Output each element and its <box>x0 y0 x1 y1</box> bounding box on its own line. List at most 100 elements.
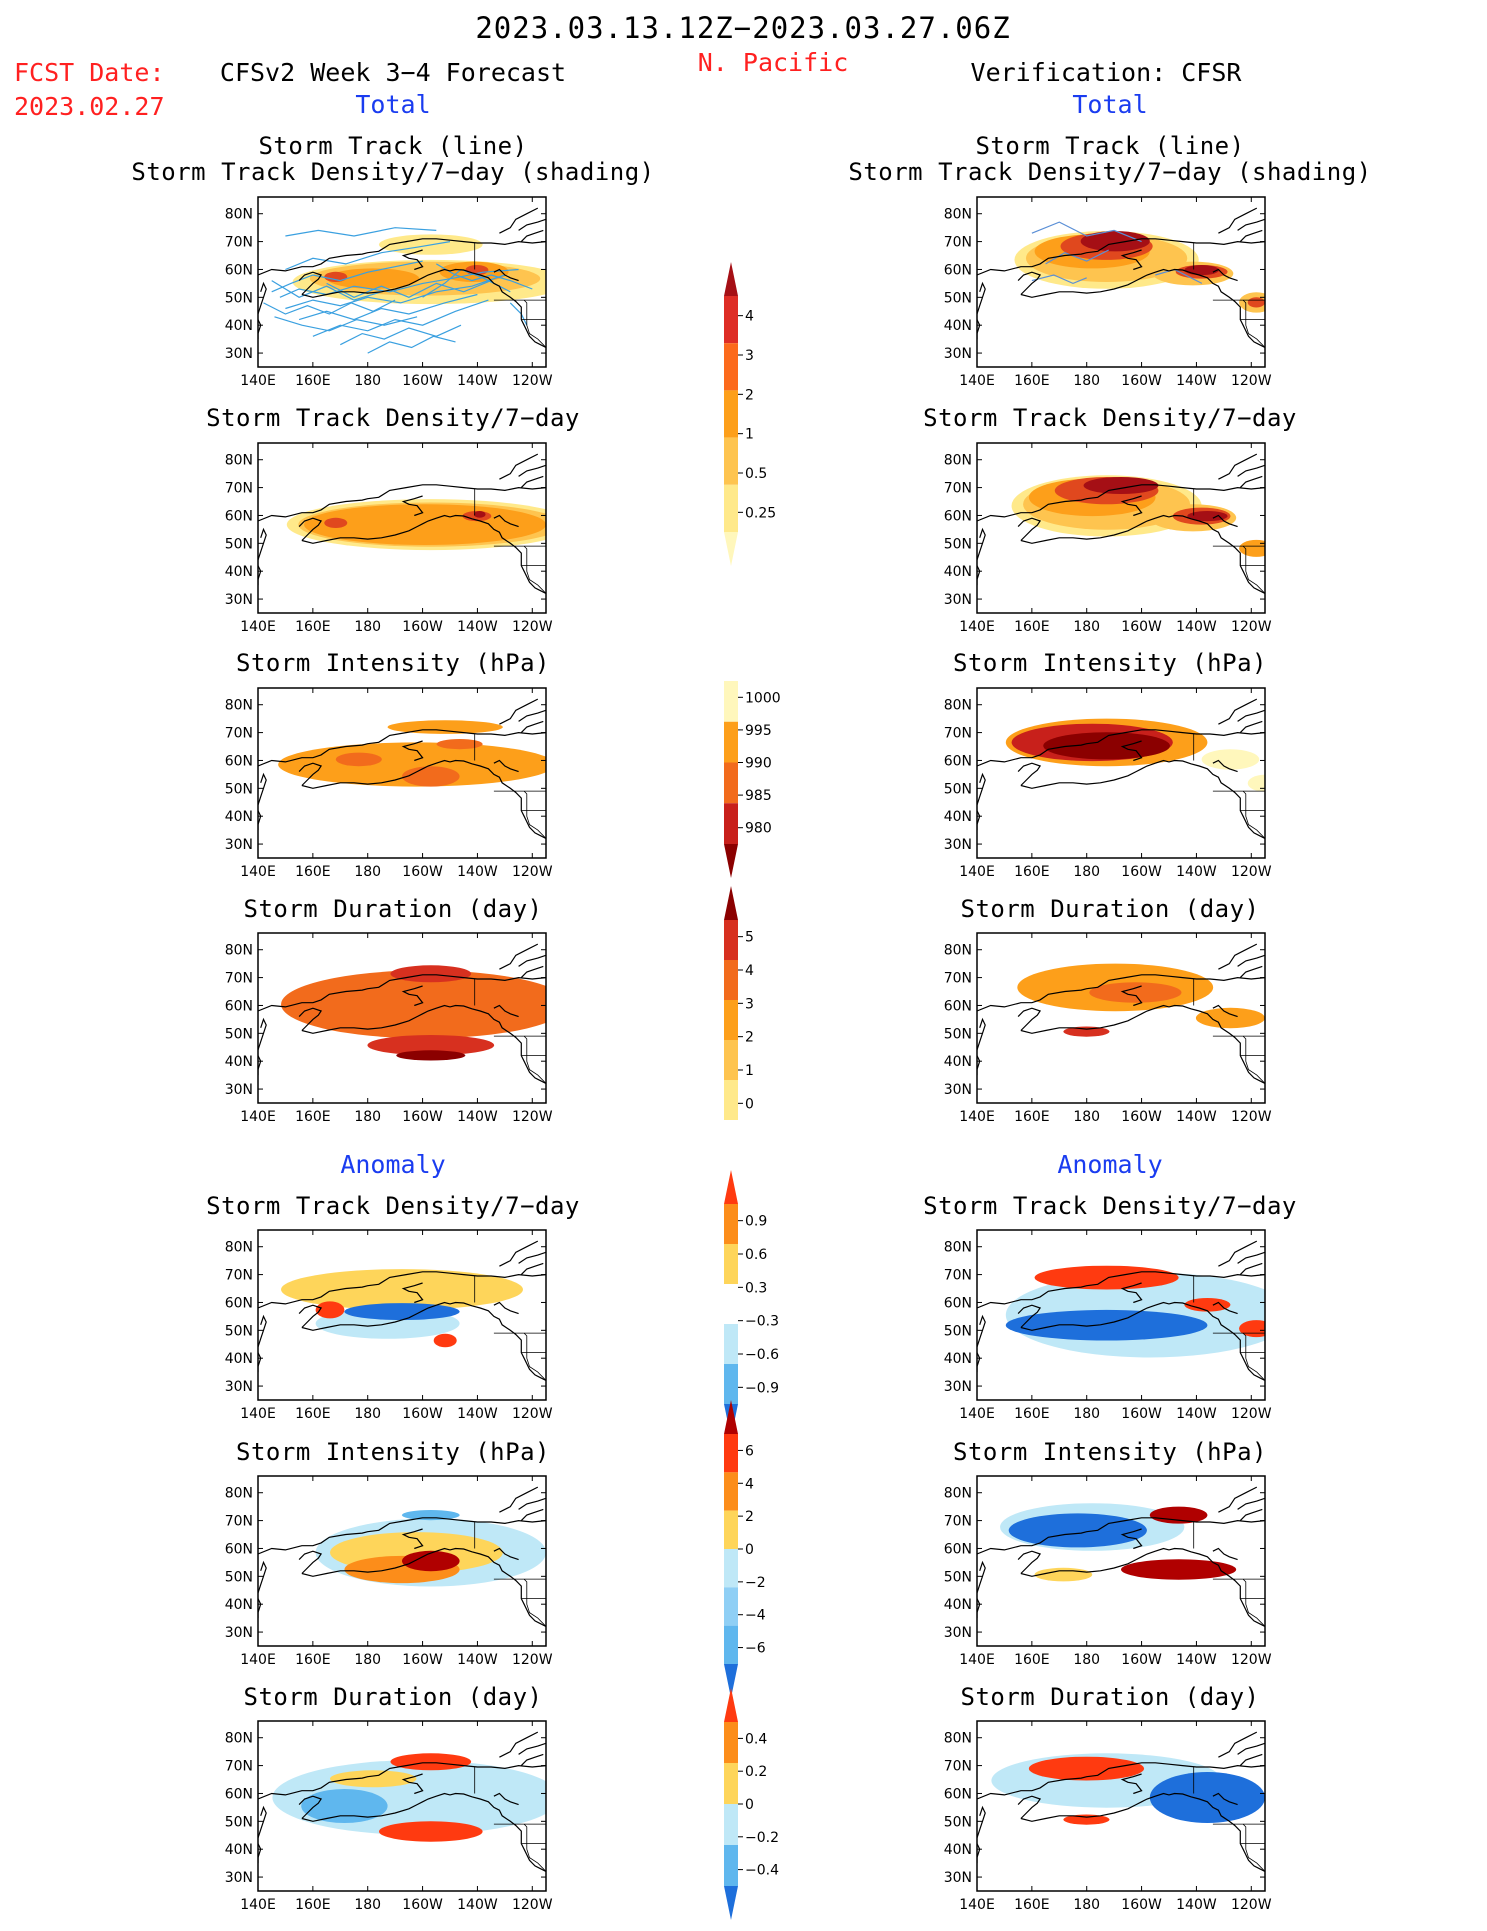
storm-track-line <box>298 293 478 321</box>
coastline <box>520 1508 544 1522</box>
coastline <box>1120 249 1143 271</box>
coastline <box>520 1262 544 1276</box>
coastline <box>499 207 539 234</box>
colorbar-label: 0.6 <box>745 1247 767 1263</box>
lat-tick-label: 50N <box>225 536 253 552</box>
political-border <box>1242 299 1265 348</box>
lon-tick-label: 180 <box>1073 1109 1100 1125</box>
coastline <box>518 954 546 967</box>
coastline <box>1020 1547 1265 1628</box>
coastline <box>258 1314 267 1348</box>
panel-title-intensity-left: Storm Intensity (hPa) <box>236 649 550 677</box>
coastline <box>977 484 1265 522</box>
panel-title-density-right: Storm Track Density/7−day <box>923 404 1297 432</box>
colorbar-swatch <box>724 762 738 804</box>
lon-tick-label: 140E <box>240 1109 276 1125</box>
lon-tick-label: 160E <box>1014 373 1050 389</box>
total-label-left: Total <box>355 90 431 119</box>
coastline <box>301 1792 546 1873</box>
political-border <box>1242 790 1265 839</box>
map-panel-verif-intensity: 80N 70N 60N 50N 40N 30N 140E 160E 180 160W 140W 120… <box>944 687 1272 880</box>
coastline <box>1218 207 1258 234</box>
map-frame <box>257 196 547 368</box>
lat-tick-label: 60N <box>225 1295 253 1311</box>
lat-tick-label: 80N <box>225 453 253 469</box>
coastline <box>518 1251 546 1264</box>
lat-tick-label: 30N <box>225 1082 253 1098</box>
panel-title-intensity-right: Storm Intensity (hPa) <box>953 649 1267 677</box>
lat-tick-label: 40N <box>944 1054 972 1070</box>
coastline <box>401 1773 424 1795</box>
colorbar-density_anom: 0.9 0.6 0.3 −0.3 −0.6 −0.9 <box>724 1170 779 1438</box>
storm-track-line <box>285 274 506 310</box>
colorbar-label: 4 <box>745 309 754 325</box>
storm-track-line <box>271 260 423 293</box>
total-label-right: Total <box>1072 90 1148 119</box>
coastline <box>1239 229 1263 243</box>
anomaly-label-right: Anomaly <box>1057 1150 1163 1179</box>
lon-tick-label: 180 <box>1073 1406 1100 1422</box>
coastline <box>258 1517 546 1555</box>
lat-tick-label: 40N <box>944 1842 972 1858</box>
lat-tick-label: 70N <box>944 235 972 251</box>
political-border <box>523 299 546 348</box>
map-frame <box>257 1475 547 1647</box>
lon-tick-label: 160E <box>1014 619 1050 635</box>
storm-track-line <box>367 335 456 354</box>
coastline <box>493 1004 519 1018</box>
coastline <box>258 527 267 561</box>
lat-tick-label: 70N <box>225 726 253 742</box>
coastline <box>1239 475 1263 489</box>
fcst-date-value: 2023.02.27 <box>14 92 165 121</box>
lat-tick-label: 60N <box>944 1786 972 1802</box>
coastline <box>1020 268 1265 349</box>
shading-region <box>402 766 460 787</box>
lat-tick-label: 40N <box>225 1842 253 1858</box>
shading-region <box>378 1821 483 1842</box>
colorbar-swatch <box>724 1040 738 1080</box>
lat-tick-label: 60N <box>225 508 253 524</box>
coastline <box>1017 762 1042 786</box>
map-panel-verif-density-anom: 80N 70N 60N 50N 40N 30N 140E 160E 180 160W 140W 120… <box>944 1229 1272 1422</box>
coastline <box>499 943 539 970</box>
shading-region <box>1034 1265 1179 1290</box>
shading-region <box>324 271 348 282</box>
lon-tick-label: 120W <box>512 1109 553 1125</box>
coastline <box>1218 1731 1258 1758</box>
storm-track-line <box>1045 249 1109 265</box>
coastline <box>1239 1262 1263 1276</box>
lon-tick-label: 160W <box>1121 1897 1162 1913</box>
storm-track-line <box>285 241 451 271</box>
lon-tick-label: 140W <box>457 1406 498 1422</box>
coastline <box>1120 1773 1143 1795</box>
map-frame <box>976 932 1266 1104</box>
panel-title-track-shading-right: Storm Track Density/7−day (shading) <box>848 158 1372 186</box>
colorbar-label: 1 <box>745 427 754 443</box>
coastline <box>1237 709 1265 722</box>
lat-tick-label: 30N <box>944 1379 972 1395</box>
colorbar-swatch <box>724 1804 738 1845</box>
colorbar-swatch <box>724 1080 738 1120</box>
coastline <box>301 268 546 349</box>
lat-tick-label: 50N <box>225 290 253 306</box>
coastline <box>301 1547 546 1628</box>
coastline <box>977 1598 981 1619</box>
colorbar-label: −0.3 <box>745 1314 779 1330</box>
coastline <box>518 464 546 477</box>
shading-region <box>1121 1559 1237 1580</box>
map-panel-fcst-intensity-anom: 80N 70N 60N 50N 40N 30N 140E 160E 180 160W 140W 120… <box>225 1475 553 1668</box>
colorbar-swatch <box>724 1284 738 1324</box>
lon-tick-label: 140W <box>457 1652 498 1668</box>
lat-tick-label: 60N <box>944 1295 972 1311</box>
colorbar-label: 0.25 <box>745 505 776 521</box>
coastline <box>258 319 262 340</box>
coastline <box>1239 1508 1263 1522</box>
colorbar-label: 2 <box>745 1509 754 1525</box>
lon-tick-label: 140E <box>959 619 995 635</box>
colorbar-label: 990 <box>745 756 772 772</box>
lon-tick-label: 180 <box>354 619 381 635</box>
lon-tick-label: 160E <box>1014 1109 1050 1125</box>
lat-tick-label: 60N <box>944 262 972 278</box>
map-frame <box>257 687 547 859</box>
coastline <box>258 1352 262 1373</box>
